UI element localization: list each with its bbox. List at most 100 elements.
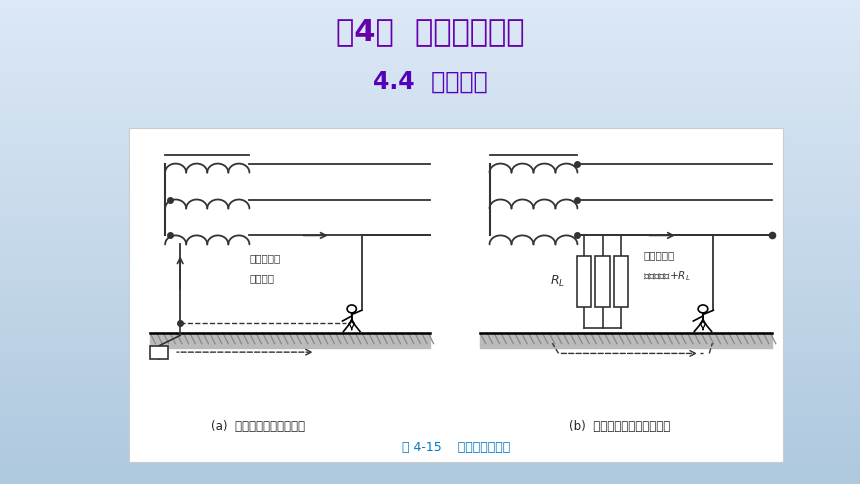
Bar [0,286,860,288]
Bar [0,150,860,152]
Bar [0,99,860,102]
Bar [0,230,860,232]
Bar [0,450,860,453]
Bar [0,102,860,104]
Bar [0,41,860,44]
Bar [0,329,860,332]
Bar [0,177,860,179]
Bar [0,353,860,356]
Bar [0,184,860,186]
Bar [0,385,860,387]
Bar [0,363,860,365]
Bar [0,189,860,191]
Bar [0,48,860,51]
Bar [0,317,860,319]
Bar [0,283,860,286]
Bar [150,346,169,359]
Bar [0,97,860,99]
Bar [0,348,860,351]
Bar [0,281,860,283]
Bar [0,247,860,249]
Bar [0,322,860,324]
Bar [0,387,860,390]
Bar [0,68,860,70]
Bar [0,114,860,116]
Bar [0,119,860,121]
Bar [0,128,860,131]
Bar [0,82,860,85]
Bar [0,116,860,119]
Bar [0,218,860,220]
Bar [0,136,860,138]
Bar [0,179,860,182]
Bar [0,448,860,450]
Bar [0,31,860,34]
Bar [0,46,860,48]
Bar [0,12,860,15]
Text: 是人体电阻+$R_L$: 是人体电阻+$R_L$ [643,269,691,283]
Bar [0,409,860,411]
Bar [0,455,860,457]
Bar [0,27,860,29]
Bar [0,324,860,327]
Bar [0,293,860,295]
Bar [0,278,860,281]
Bar [0,2,860,5]
Bar [0,382,860,385]
Bar [0,361,860,363]
Bar [0,44,860,46]
Bar [0,315,860,317]
Bar [0,380,860,382]
Bar [0,235,860,237]
Bar [0,404,860,407]
Bar [0,182,860,184]
Bar [0,186,860,189]
Bar [0,392,860,394]
Bar [0,305,860,307]
Bar [614,256,629,307]
Text: 第4章  三相交流电路: 第4章 三相交流电路 [335,17,525,46]
Bar [0,208,860,211]
Bar [0,310,860,312]
Bar [0,327,860,329]
Bar [0,319,860,322]
Bar [0,358,860,361]
Bar [0,273,860,276]
Bar [0,75,860,77]
Bar [0,206,860,208]
Bar [0,390,860,392]
Bar [0,227,860,230]
Bar [0,167,860,169]
Bar [0,225,860,227]
Bar [0,196,860,198]
Bar [0,440,860,443]
Bar [0,240,860,242]
Bar [0,375,860,378]
Bar [0,123,860,126]
Bar [0,261,860,264]
Bar [0,155,860,157]
Bar [0,302,860,305]
Bar [0,394,860,397]
Bar [0,307,860,310]
Bar [0,15,860,17]
Bar [0,90,860,92]
Bar [0,300,860,302]
Bar [0,53,860,56]
Bar [0,169,860,172]
Bar [0,368,860,370]
Bar [0,378,860,380]
Bar [0,339,860,341]
Bar [0,336,860,339]
Bar [0,351,860,353]
Bar [0,220,860,223]
Bar [0,174,860,177]
Bar [0,428,860,431]
Bar [0,433,860,436]
Bar [0,407,860,409]
Bar [0,29,860,31]
Text: 回路中只有: 回路中只有 [249,253,280,263]
Bar [0,457,860,460]
Bar [0,215,860,218]
Bar [0,60,860,63]
